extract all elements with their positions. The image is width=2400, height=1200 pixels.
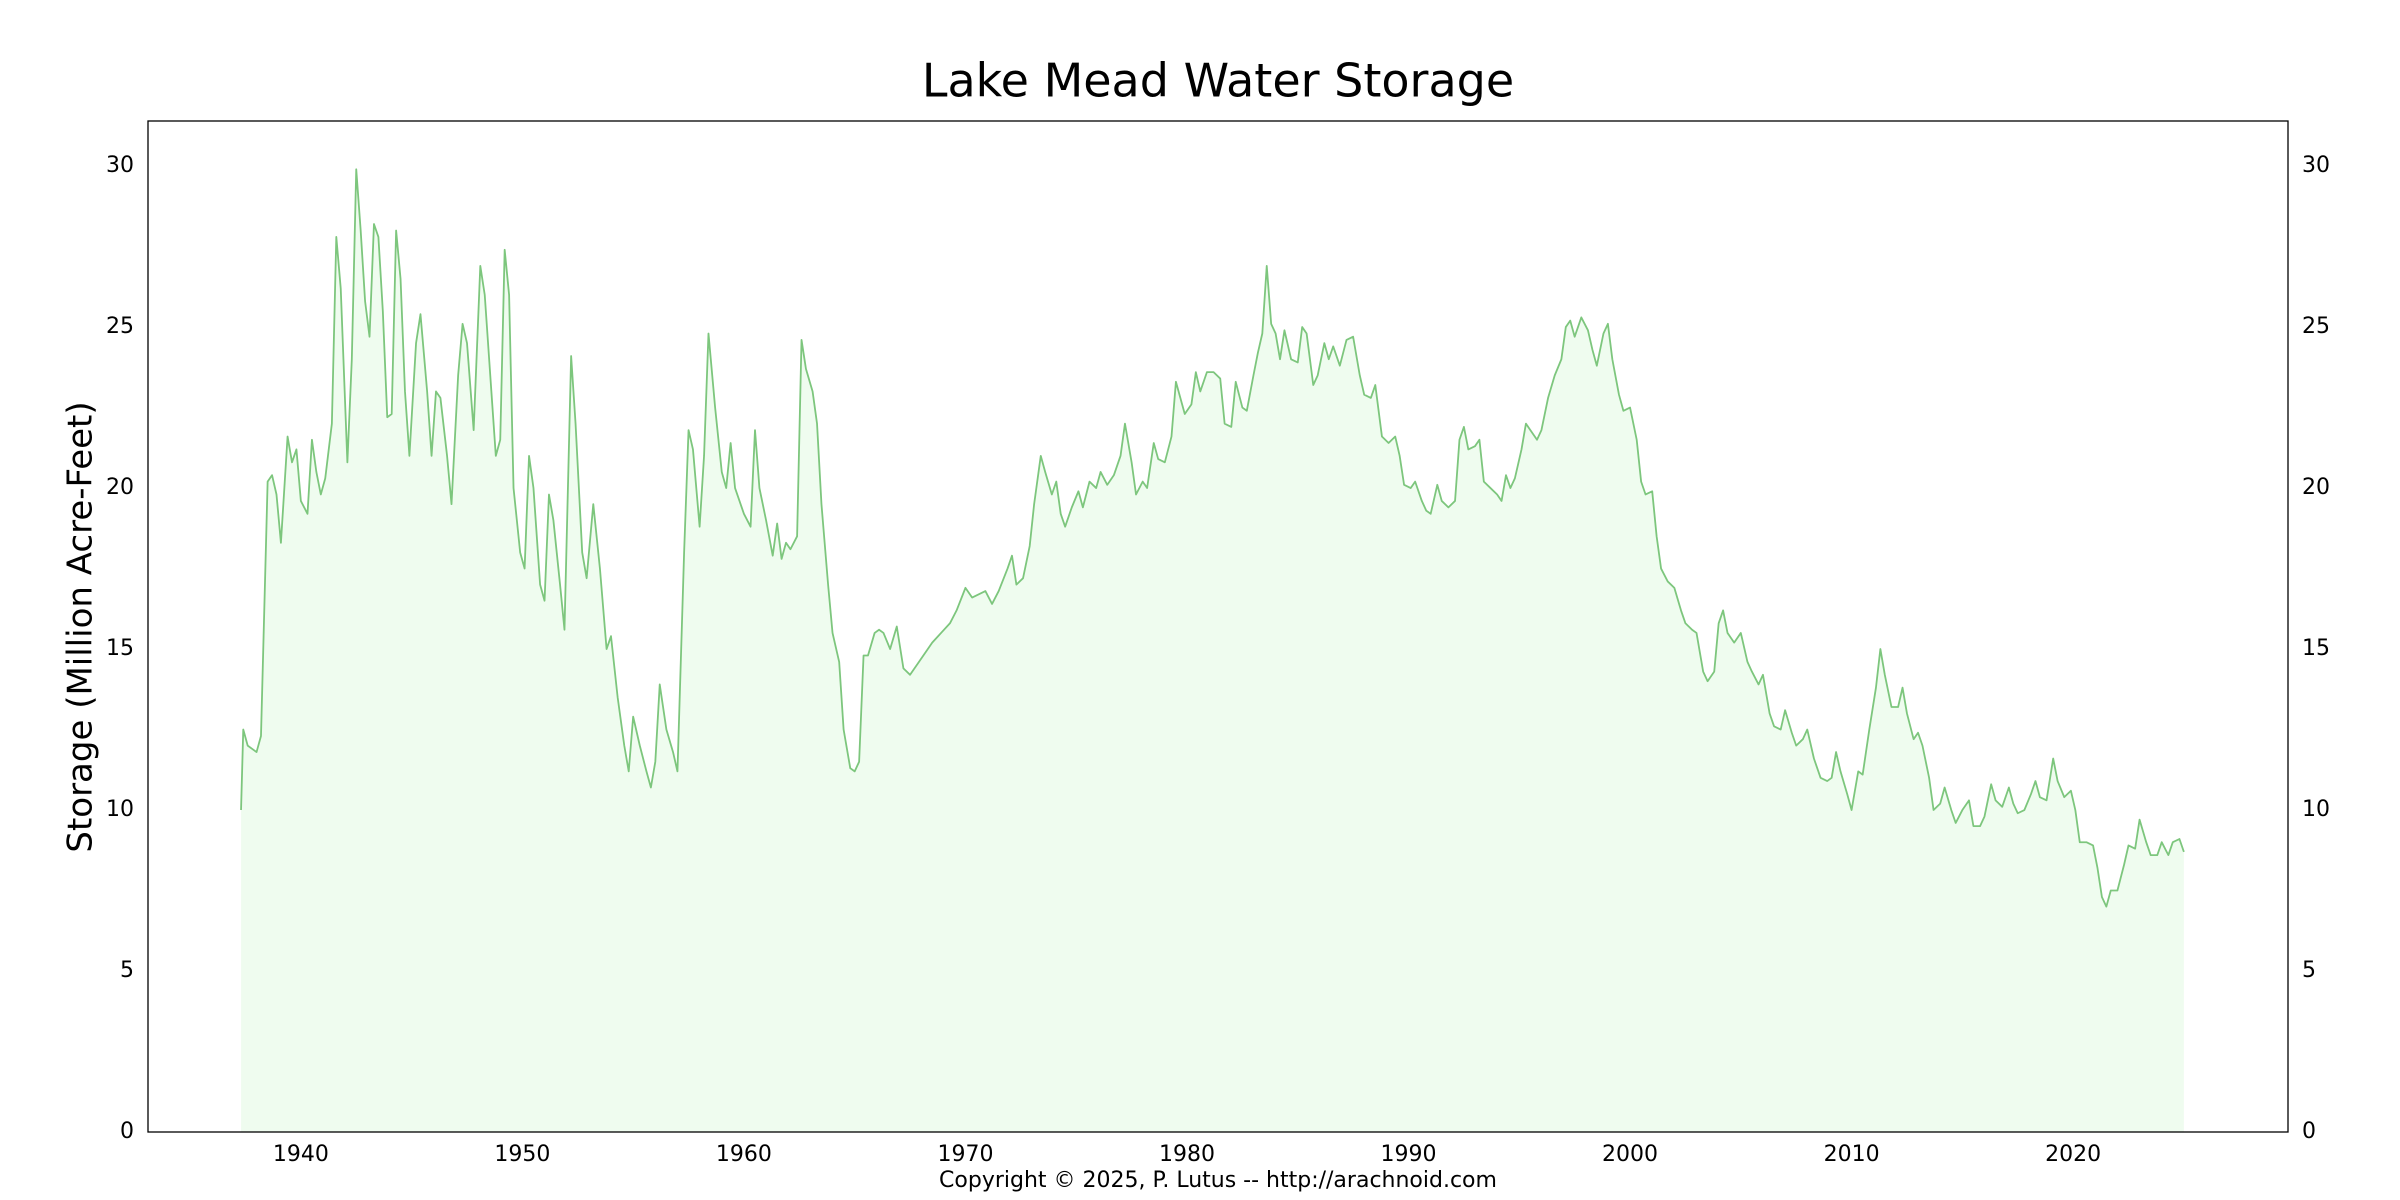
y-tick-label: 5: [120, 958, 134, 983]
x-tick-label: 1960: [716, 1142, 772, 1167]
y-tick-label: 10: [106, 797, 134, 822]
x-tick-label: 1950: [494, 1142, 550, 1167]
x-tick-label: 1980: [1159, 1142, 1215, 1167]
y-tick-label: 25: [106, 314, 134, 339]
y2-tick-label: 25: [2302, 314, 2330, 339]
y-axis-label: Storage (Million Acre-Feet): [61, 401, 101, 852]
y-tick-label: 30: [106, 153, 134, 178]
y-tick-label: 0: [120, 1119, 134, 1144]
y2-tick-label: 0: [2302, 1119, 2316, 1144]
y2-tick-label: 5: [2302, 958, 2316, 983]
x-tick-label: 2000: [1602, 1142, 1658, 1167]
x-tick-label: 2010: [1824, 1142, 1880, 1167]
chart-title: Lake Mead Water Storage: [922, 54, 1514, 108]
area-fill: [241, 169, 2184, 1133]
x-tick-label: 2020: [2045, 1142, 2101, 1167]
plot-frame: [147, 120, 2289, 1133]
x-tick-label: 1940: [273, 1142, 329, 1167]
line: [240, 168, 2185, 908]
x-tick-label: 1990: [1381, 1142, 1437, 1167]
plot-data: [240, 168, 2185, 1133]
y2-tick-label: 20: [2302, 475, 2330, 500]
axes: 1940 1950 1960 1970 1980 1990 2000 2010 20200510…: [106, 120, 2330, 1167]
footer: Copyright © 2025, P. Lutus -- http://ara…: [939, 1168, 1497, 1193]
y-tick-label: 15: [106, 636, 134, 661]
y2-tick-label: 15: [2302, 636, 2330, 661]
y2-tick-label: 30: [2302, 153, 2330, 178]
x-tick-label: 1970: [937, 1142, 993, 1167]
y2-tick-label: 10: [2302, 797, 2330, 822]
y-tick-label: 20: [106, 475, 134, 500]
